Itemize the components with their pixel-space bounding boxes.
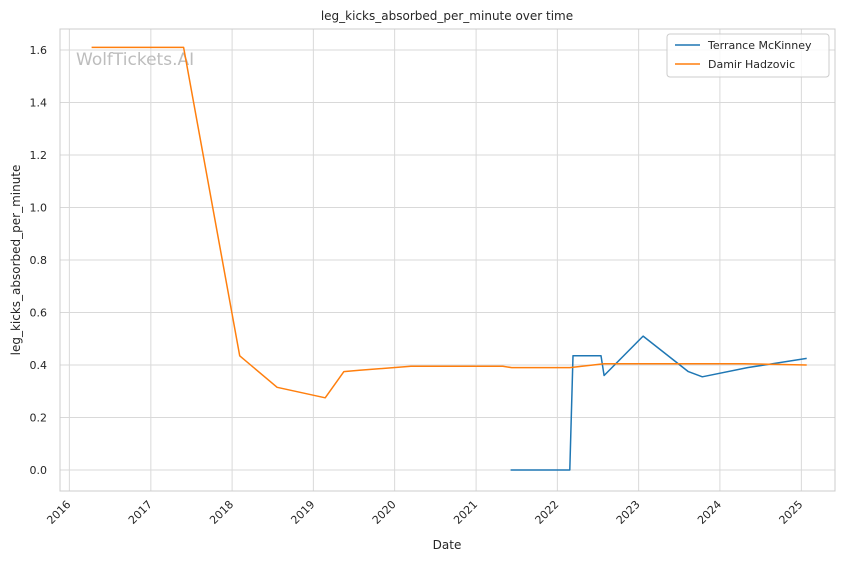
- x-tick-label: 2018: [207, 498, 236, 527]
- y-tick-label: 1.4: [30, 97, 48, 110]
- y-axis: 0.0 0.2 0.4 0.6 0.8 1.0 1.2 1.4 1.6: [30, 44, 48, 477]
- x-tick-label: 2020: [370, 498, 399, 527]
- series-line-1: [91, 46, 807, 399]
- y-tick-label: 0.8: [30, 254, 48, 267]
- x-tick-label: 2025: [777, 498, 806, 527]
- y-tick-label: 0.4: [30, 359, 48, 372]
- legend-label: Damir Hadzovic: [708, 58, 795, 71]
- y-tick-label: 1.2: [30, 149, 48, 162]
- legend-label: Terrance McKinney: [707, 39, 812, 52]
- x-axis-title: Date: [433, 538, 462, 552]
- series-line-0: [510, 335, 807, 471]
- y-tick-label: 1.0: [30, 202, 48, 215]
- x-tick-label: 2023: [614, 498, 643, 527]
- x-tick-label: 2024: [695, 498, 724, 527]
- x-tick-label: 2017: [126, 498, 155, 527]
- x-tick-label: 2019: [288, 498, 317, 527]
- y-axis-title: leg_kicks_absorbed_per_minute: [9, 165, 23, 356]
- series-lines: [91, 46, 807, 471]
- x-tick-label: 2022: [533, 498, 562, 527]
- legend-box: [666, 33, 830, 78]
- x-axis: 2016 2017 2018 2019 2020 2021 2022 2023 2024 2025: [44, 498, 805, 527]
- y-tick-label: 0.2: [30, 412, 48, 425]
- chart-title: leg_kicks_absorbed_per_minute over time: [321, 9, 573, 23]
- y-tick-label: 0.0: [30, 464, 48, 477]
- watermark-text: WolfTickets.AI: [76, 50, 194, 70]
- y-tick-label: 1.6: [30, 44, 48, 57]
- x-tick-label: 2016: [44, 498, 73, 527]
- x-tick-label: 2021: [451, 498, 480, 527]
- legend: Terrance McKinney Damir Hadzovic: [666, 33, 830, 78]
- plot-frame: [59, 28, 836, 492]
- grid: [60, 29, 835, 491]
- y-tick-label: 0.6: [30, 307, 48, 320]
